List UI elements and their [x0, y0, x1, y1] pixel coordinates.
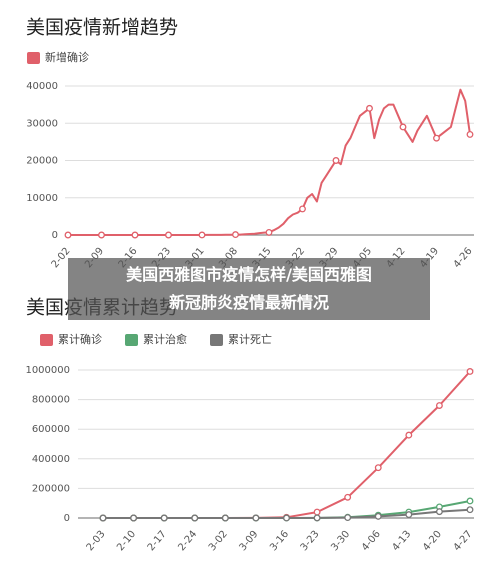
point-marker: [344, 514, 352, 522]
y-tick-label: 0: [64, 513, 70, 524]
point-marker: [435, 508, 443, 516]
point-marker: [265, 228, 273, 236]
point-marker: [313, 514, 321, 522]
point-marker: [131, 231, 139, 239]
point-marker: [435, 402, 443, 409]
y-tick-label: 40000: [26, 81, 58, 92]
x-tick-label: 2-10: [115, 529, 138, 553]
point-marker: [466, 497, 474, 505]
chart-title: 美国疫情新增趋势: [26, 17, 178, 39]
y-tick-label: 200000: [32, 483, 70, 494]
x-tick-label: 4-27: [452, 529, 475, 553]
x-tick-label: 3-23: [299, 529, 322, 553]
banner-line: 美国西雅图市疫情怎样/美国西雅图: [126, 265, 372, 284]
y-tick-label: 600000: [32, 424, 70, 435]
point-marker: [332, 157, 340, 164]
y-tick-label: 0: [52, 230, 58, 241]
point-marker: [374, 464, 382, 472]
legend-label: 累计治愈: [143, 332, 187, 346]
overlay-banner: 美国西雅图市疫情怎样/美国西雅图 新冠肺炎疫情最新情况: [68, 258, 430, 320]
point-marker: [374, 512, 382, 520]
point-marker: [98, 231, 105, 239]
legend-label: 累计死亡: [228, 332, 272, 346]
series-line: [68, 88, 471, 236]
legend-swatch: [40, 334, 53, 346]
point-marker: [344, 493, 352, 501]
legend-swatch: [27, 52, 40, 64]
y-tick-label: 20000: [26, 156, 58, 167]
legend-label: 累计确诊: [58, 332, 102, 346]
point-marker: [313, 508, 321, 516]
point-marker: [99, 514, 107, 522]
x-tick-label: 2-17: [146, 529, 169, 553]
x-tick-label: 2-03: [85, 529, 108, 553]
point-marker: [405, 431, 413, 439]
point-marker: [466, 368, 474, 375]
point-marker: [232, 231, 239, 239]
y-tick-label: 30000: [26, 118, 58, 129]
point-marker: [405, 511, 413, 519]
legend-swatch: [210, 334, 223, 346]
x-tick-label: 3-09: [237, 529, 260, 553]
point-marker: [366, 104, 373, 112]
point-marker: [198, 231, 206, 239]
x-tick-label: 3-16: [268, 529, 291, 553]
y-tick-label: 10000: [26, 193, 58, 204]
x-tick-label: 4-06: [360, 529, 383, 553]
x-tick-label: 3-02: [207, 529, 230, 553]
point-marker: [399, 123, 407, 131]
x-tick-label: 4-20: [421, 529, 444, 553]
point-marker: [64, 231, 72, 239]
point-marker: [299, 205, 306, 213]
point-marker: [130, 514, 138, 522]
x-tick-label: 4-13: [390, 529, 413, 553]
x-tick-label: 4-26: [452, 246, 475, 270]
x-tick-label: 2-24: [176, 529, 199, 553]
legend-label: 新增确诊: [45, 50, 89, 64]
y-tick-label: 400000: [32, 454, 70, 465]
x-tick-label: 3-30: [329, 529, 352, 553]
banner-line: 新冠肺炎疫情最新情况: [168, 293, 329, 312]
point-marker: [191, 514, 199, 522]
y-tick-label: 1000000: [25, 365, 70, 376]
point-marker: [165, 231, 172, 239]
point-marker: [433, 134, 440, 142]
point-marker: [466, 506, 474, 514]
point-marker: [221, 514, 229, 522]
point-marker: [160, 514, 168, 522]
y-tick-label: 800000: [32, 395, 70, 406]
point-marker: [252, 514, 260, 522]
point-marker: [466, 130, 474, 138]
legend-swatch: [125, 334, 138, 346]
series-line: [103, 370, 471, 519]
point-marker: [283, 514, 290, 522]
